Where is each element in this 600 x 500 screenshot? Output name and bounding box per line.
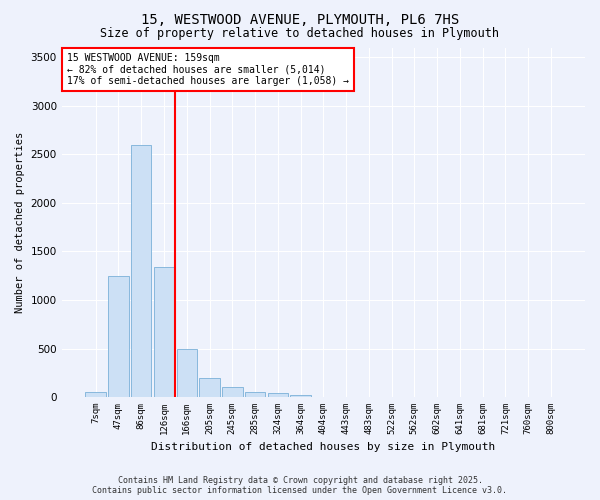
Text: 15, WESTWOOD AVENUE, PLYMOUTH, PL6 7HS: 15, WESTWOOD AVENUE, PLYMOUTH, PL6 7HS: [141, 12, 459, 26]
Y-axis label: Number of detached properties: Number of detached properties: [15, 132, 25, 313]
Bar: [290, 395, 311, 397]
Bar: [131, 144, 151, 397]
Text: 15 WESTWOOD AVENUE: 159sqm
← 82% of detached houses are smaller (5,014)
17% of s: 15 WESTWOOD AVENUE: 159sqm ← 82% of deta…: [67, 52, 349, 86]
Text: Size of property relative to detached houses in Plymouth: Size of property relative to detached ho…: [101, 28, 499, 40]
Bar: [85, 392, 106, 397]
Bar: [222, 388, 242, 397]
Text: Contains HM Land Registry data © Crown copyright and database right 2025.
Contai: Contains HM Land Registry data © Crown c…: [92, 476, 508, 495]
Bar: [154, 267, 174, 397]
X-axis label: Distribution of detached houses by size in Plymouth: Distribution of detached houses by size …: [151, 442, 496, 452]
Bar: [268, 393, 288, 397]
Bar: [199, 378, 220, 397]
Bar: [108, 276, 129, 397]
Bar: [245, 392, 265, 397]
Bar: [176, 348, 197, 397]
